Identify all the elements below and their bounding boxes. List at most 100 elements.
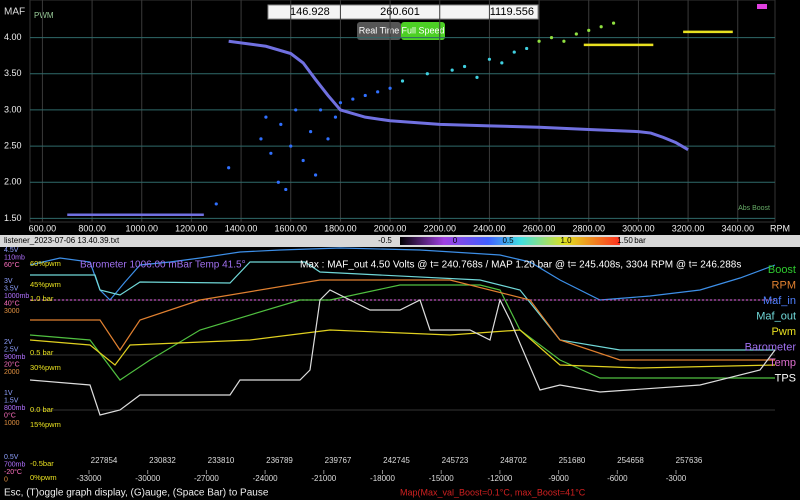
- offset-tick-label: -18000: [370, 474, 395, 483]
- x-tick-label: 1000.00: [125, 223, 158, 233]
- left-axis-label: 4.5V: [4, 247, 19, 254]
- point: [326, 137, 330, 141]
- point: [309, 130, 313, 134]
- axis-label: 45%pwm: [30, 280, 61, 289]
- line: [228, 39, 689, 151]
- point: [587, 28, 591, 32]
- time-tick-label: 254658: [617, 456, 644, 465]
- offset-tick-label: -6000: [607, 474, 628, 483]
- point: [525, 46, 529, 51]
- x-tick-label: 1200.00: [175, 223, 208, 233]
- button[interactable]: [401, 22, 445, 40]
- x-tick-label: 3000.00: [622, 223, 655, 233]
- boost-trace: [29, 247, 776, 301]
- left-axis-label: 3.5V: [4, 285, 19, 292]
- left-axis-label: 110mb: [4, 254, 25, 261]
- point: [512, 50, 516, 54]
- left-axis-label: 2000: [4, 369, 20, 376]
- button-label[interactable]: Full Speed: [401, 25, 444, 35]
- annotation: Abs Boost: [738, 205, 770, 212]
- point: [279, 122, 283, 126]
- offset-tick-label: -21000: [311, 474, 336, 483]
- point: [351, 97, 355, 101]
- offset-tick-label: -9000: [548, 474, 569, 483]
- point: [318, 108, 323, 112]
- file-name: listener_2023-07-06 13.40.39.txt: [4, 236, 120, 245]
- left-axis-label: -20°C: [4, 468, 22, 476]
- x-tick-label: 3200.00: [672, 223, 705, 233]
- left-axis-label: 2.5V: [4, 346, 19, 353]
- x-tick-label: 1800.00: [324, 223, 357, 233]
- scale-label: 1.50: [617, 236, 633, 245]
- axis-label: 0%pwm: [30, 473, 57, 482]
- point: [313, 173, 318, 177]
- point: [301, 158, 305, 163]
- offset-tick-label: -12000: [487, 474, 512, 483]
- axis-label: 1.0 bar: [30, 294, 54, 303]
- scale-label: bar: [634, 236, 646, 245]
- point: [227, 166, 231, 170]
- legend-entry: Temp: [769, 357, 796, 369]
- left-axis-label: 1.5V: [4, 397, 19, 404]
- left-axis-label: 60°C: [4, 261, 20, 269]
- point: [376, 90, 380, 94]
- left-axis-label: 0: [4, 476, 8, 483]
- point: [289, 144, 293, 148]
- scale-label: 1.0: [560, 236, 572, 245]
- x-tick-label: 1600.00: [274, 223, 307, 233]
- y-tick-label: 3.50: [4, 68, 22, 78]
- button-label[interactable]: Real Time: [359, 25, 400, 35]
- offset-tick-label: -15000: [429, 474, 454, 483]
- point: [400, 79, 405, 83]
- legend-entry: TPS: [775, 372, 796, 384]
- y-tick-label: 3.00: [4, 104, 22, 114]
- point: [475, 75, 479, 79]
- y-tick-label: 4.00: [4, 32, 22, 42]
- offset-tick-label: -27000: [194, 474, 219, 483]
- scale-labels: -0.5 0 0.5 1.0 1.50 bar: [378, 236, 646, 245]
- x-tick-label: 2000.00: [374, 223, 407, 233]
- point: [276, 180, 280, 184]
- point: [294, 108, 298, 112]
- axis-label: -0.5bar: [30, 459, 54, 468]
- y-tick-label: 1.50: [4, 213, 22, 223]
- footer: [0, 486, 800, 500]
- point: [338, 101, 343, 105]
- point: [574, 32, 578, 36]
- rpm-trace: [30, 279, 775, 361]
- left-axis-label: 20°C: [4, 360, 20, 368]
- time-tick-label: 245723: [442, 456, 469, 465]
- readout: 146.928: [290, 6, 330, 18]
- time-tick-label: 239767: [325, 456, 352, 465]
- legend-entry: Maf_in: [763, 295, 796, 307]
- time-tick-label: 257636: [676, 456, 703, 465]
- point: [450, 68, 454, 72]
- x-tick-label: 1400.00: [225, 223, 258, 233]
- left-axis-label: 1000mb: [4, 293, 29, 300]
- marker: [757, 4, 767, 9]
- scale-label: 0: [453, 236, 458, 245]
- axis-label: 60%pwm: [30, 259, 61, 268]
- offset-tick-label: -3000: [666, 474, 687, 483]
- x-tick-label: 3400.00: [721, 223, 754, 233]
- lower-labels: Boost RPM Maf_in Maf_out Pwm Barometer Temp TPS…: [4, 247, 796, 484]
- left-axis-label: 3000: [4, 308, 20, 315]
- scale-label: -0.5: [378, 236, 392, 245]
- offset-tick-label: -24000: [253, 474, 278, 483]
- legend-entry: Maf_out: [756, 310, 796, 322]
- y-axis-label: MAF: [4, 7, 25, 18]
- x-tick-label: 600.00: [29, 223, 57, 233]
- point: [462, 64, 467, 69]
- x-tick-label: 2600.00: [523, 223, 556, 233]
- left-axis-label: 0°C: [4, 411, 16, 419]
- warning-text: Map(Max_val_Boost=0.1°C, max_Boost=41°C: [400, 487, 586, 497]
- point: [599, 25, 603, 29]
- point: [259, 137, 263, 141]
- info: Barometer 1006.00 mBar Temp 41.5°: [80, 260, 246, 271]
- axis-label: 30%pwm: [30, 363, 61, 372]
- point: [264, 115, 268, 119]
- left-axis-label: 0.5V: [4, 454, 19, 461]
- time-tick-label: 236789: [266, 456, 293, 465]
- point: [537, 39, 541, 43]
- scale-label: 0.5: [502, 236, 514, 245]
